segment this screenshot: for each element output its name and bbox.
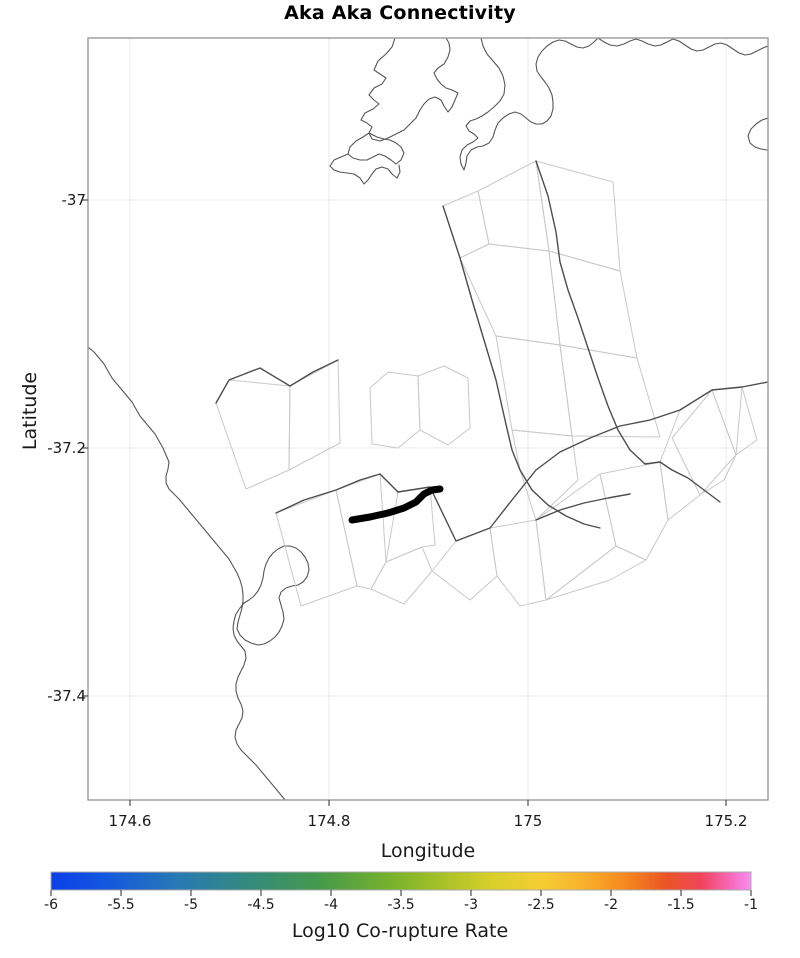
y-tick-marks — [82, 199, 88, 697]
coastline-central-peninsula — [459, 38, 599, 171]
colorbar-title: Log10 Co-rupture Rate — [291, 920, 509, 942]
colorbar-gradient[interactable] — [50, 871, 752, 891]
colorbar-tick-label: -1.5 — [667, 897, 695, 913]
page-title: Aka Aka Connectivity — [284, 2, 516, 24]
fault-polygon — [288, 359, 341, 471]
fault-trace — [535, 493, 631, 521]
colorbar-tick-label: -4.5 — [247, 897, 275, 913]
fault-trace — [275, 473, 399, 514]
fault-trace — [397, 381, 768, 542]
coastline-ne-edge — [747, 117, 768, 151]
fault-polygon — [545, 545, 647, 601]
y-tick-label: -37 — [61, 191, 87, 209]
y-axis-title: Latitude — [19, 371, 41, 451]
fault-trace — [659, 461, 721, 503]
fault-polygon — [511, 429, 579, 521]
y-tick-label: -37.4 — [47, 687, 86, 705]
fault-trace-layer — [215, 160, 768, 542]
fault-polygon — [559, 344, 661, 438]
x-tick-label: 175 — [513, 812, 543, 830]
x-tick-label: 174.6 — [108, 812, 152, 830]
colorbar-tick-label: -1 — [744, 897, 758, 913]
colorbar-tick-label: -3 — [464, 897, 478, 913]
x-axis-title: Longitude — [380, 840, 476, 862]
coastline-layer — [88, 38, 768, 800]
x-tick-label: 174.8 — [307, 812, 351, 830]
coastline-inlet-west — [347, 132, 405, 165]
plot-frame — [87, 37, 769, 801]
coastline-manukau — [360, 38, 459, 142]
x-tick-marks — [129, 800, 727, 806]
fault-trace — [535, 160, 661, 465]
colorbar-tick-label: -2 — [604, 897, 618, 913]
colorbar-tick-label: -6 — [44, 897, 58, 913]
fault-trace — [442, 205, 601, 529]
colorbar-tick-label: -2.5 — [527, 897, 555, 913]
coastline-spit-south — [329, 153, 401, 185]
fault-polygon — [489, 519, 547, 607]
fault-polygon — [671, 386, 743, 496]
fault-trace — [215, 359, 339, 404]
plot-background — [88, 38, 768, 800]
y-tick-label: -37.2 — [47, 439, 86, 457]
fault-polygon — [417, 365, 471, 446]
highlighted-fault-aka-aka[interactable] — [348, 485, 444, 524]
colorbar-tick-label: -4 — [324, 897, 338, 913]
colorbar-tick-label: -5 — [184, 897, 198, 913]
fault-polygon — [370, 546, 433, 605]
colorbar-tick-marks — [50, 890, 752, 896]
colorbar-tick-label: -5.5 — [107, 897, 135, 913]
colorbar-tick-label: -3.5 — [387, 897, 415, 913]
coastline-north-east — [597, 38, 768, 56]
coastline-waikato-rivermouth — [232, 602, 286, 800]
fault-polygon — [385, 486, 436, 563]
x-tick-label: 175.2 — [704, 812, 748, 830]
